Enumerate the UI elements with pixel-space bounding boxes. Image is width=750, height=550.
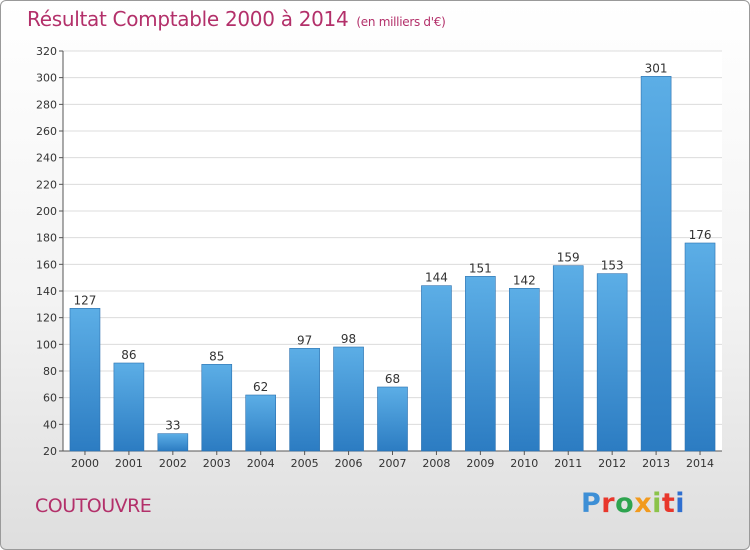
logo-letter: i [652,488,662,519]
y-tick-label: 300 [36,72,57,85]
x-tick-label-2008: 2008 [422,457,450,470]
chart-title: Résultat Comptable 2000 à 2014 (en millie… [27,7,446,31]
bar-2008 [421,285,452,452]
y-tick-label: 160 [36,258,57,271]
proxiti-logo: Proxiti [581,488,685,519]
x-tick-label-2007: 2007 [379,457,407,470]
x-tick-label-2004: 2004 [247,457,275,470]
logo-letter: P [581,488,602,519]
value-label-2014: 176 [689,228,712,242]
x-tick-label-2000: 2000 [71,457,99,470]
value-label-2010: 142 [513,273,536,287]
logo-letter: r [601,488,616,519]
chart-title-text: Résultat Comptable 2000 à 2014 [27,7,349,31]
bar-2004 [245,394,276,452]
logo-letter: x [634,488,653,519]
bar-2000 [69,308,101,452]
x-tick-label-2010: 2010 [510,457,538,470]
y-tick-label: 320 [36,45,57,58]
bar-2011 [552,265,584,452]
logo-letter: t [661,488,676,519]
bar-2009 [465,276,496,452]
logo-letter: i [675,488,686,519]
y-tick-label: 20 [43,445,57,458]
value-label-2005: 97 [297,333,312,347]
y-tick-label: 220 [36,178,57,191]
y-tick-label: 80 [43,365,57,378]
value-label-2001: 86 [121,348,136,362]
value-label-2006: 98 [341,332,356,346]
bar-2002 [157,433,189,452]
x-tick-label-2001: 2001 [115,457,143,470]
bar-2007 [377,386,408,452]
logo-letter: o [615,488,635,519]
bar-2001 [113,362,145,452]
y-tick-label: 60 [43,392,57,405]
value-label-2012: 153 [601,259,624,273]
value-label-2000: 127 [74,293,97,307]
x-tick-label-2011: 2011 [554,457,582,470]
value-label-2008: 144 [425,271,448,285]
value-label-2009: 151 [469,261,492,275]
x-tick-label-2003: 2003 [203,457,231,470]
y-tick-label: 280 [36,98,57,111]
value-label-2004: 62 [253,380,268,394]
bar-2003 [201,364,233,452]
x-tick-label-2009: 2009 [466,457,494,470]
x-tick-label-2012: 2012 [598,457,626,470]
x-tick-label-2013: 2013 [642,457,670,470]
bar-2014 [684,242,716,452]
bar-2013 [640,76,672,452]
x-tick-label-2006: 2006 [335,457,363,470]
bar-2012 [596,273,628,452]
x-tick-label-2005: 2005 [291,457,319,470]
x-tick-label-2014: 2014 [686,457,714,470]
chart-subtitle: (en milliers d'€) [356,15,446,29]
value-label-2002: 33 [165,419,180,433]
y-tick-label: 260 [36,125,57,138]
bar-2010 [508,288,540,452]
y-tick-label: 120 [36,312,57,325]
y-tick-label: 140 [36,285,57,298]
y-tick-label: 240 [36,152,57,165]
town-name: COUTOUVRE [35,495,152,517]
bar-2006 [333,346,364,452]
y-tick-label: 200 [36,205,57,218]
value-label-2003: 85 [209,349,224,363]
y-tick-label: 40 [43,418,57,431]
y-tick-label: 180 [36,232,57,245]
value-label-2007: 68 [385,372,400,386]
x-tick-label-2002: 2002 [159,457,187,470]
value-label-2013: 301 [645,61,668,75]
value-label-2011: 159 [557,251,580,265]
y-tick-label: 100 [36,338,57,351]
bar-2005 [289,348,320,452]
